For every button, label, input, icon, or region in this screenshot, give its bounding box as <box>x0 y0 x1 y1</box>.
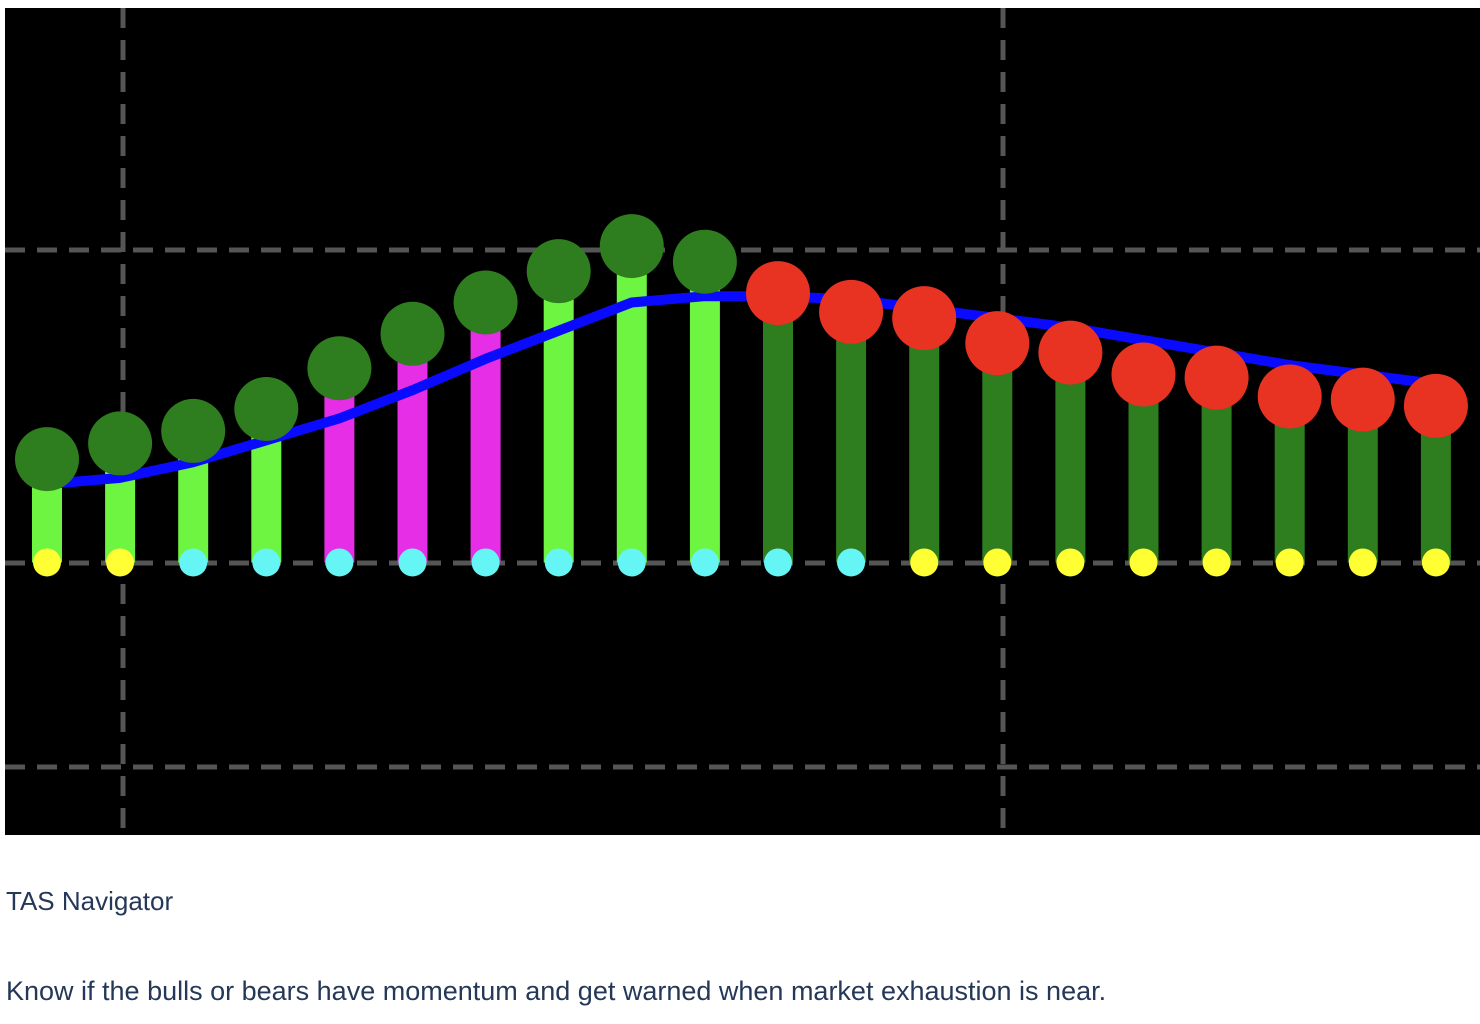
histogram-bar <box>836 311 867 563</box>
bar-head <box>234 376 299 441</box>
signal-dot <box>1056 548 1085 577</box>
signal-dot <box>252 548 281 577</box>
bar-head <box>819 279 884 344</box>
bar-head <box>1111 342 1176 407</box>
histogram-bar <box>763 293 793 563</box>
bar-head <box>746 261 810 326</box>
bar-head <box>307 336 372 401</box>
signal-dot <box>179 548 208 577</box>
bar-head <box>892 286 957 351</box>
histogram-bar <box>543 271 574 563</box>
bar-head <box>965 311 1030 376</box>
bar-head <box>526 239 591 304</box>
signal-dot <box>910 548 939 577</box>
signal-dot <box>544 548 573 577</box>
signal-dot <box>1129 548 1158 577</box>
bar-head <box>1257 364 1322 429</box>
bar-head <box>1330 367 1395 432</box>
signal-dot <box>983 548 1012 577</box>
bar-head <box>1403 373 1468 438</box>
histogram-bar <box>689 261 720 563</box>
signal-dot <box>1275 548 1304 577</box>
signal-dot <box>1202 548 1231 577</box>
bar-head <box>1038 320 1103 385</box>
signal-dot <box>33 548 61 577</box>
signal-dot <box>617 548 646 577</box>
signal-dot <box>398 548 427 577</box>
chart-background <box>5 8 1480 835</box>
caption-text: Know if the bulls or bears have momentum… <box>6 976 1107 1006</box>
signal-dot <box>1348 548 1377 577</box>
histogram-bar <box>397 333 428 563</box>
histogram-bar <box>470 302 501 563</box>
signal-dot <box>106 548 135 577</box>
signal-dot <box>325 548 354 577</box>
signal-dot <box>471 548 500 577</box>
bar-head <box>15 427 79 492</box>
signal-dot <box>837 548 866 577</box>
histogram-bar <box>324 368 355 563</box>
bar-head <box>380 301 445 366</box>
histogram-bar <box>616 246 647 563</box>
caption-title: TAS Navigator <box>6 886 174 916</box>
bar-head <box>672 229 737 294</box>
chart <box>5 8 1480 835</box>
histogram-bar <box>982 343 1013 563</box>
histogram-bar <box>909 318 940 563</box>
bar-head <box>599 214 664 279</box>
bar-head <box>1184 345 1249 410</box>
bar-head <box>161 398 226 463</box>
signal-dot <box>764 548 792 577</box>
bar-head <box>453 270 518 335</box>
signal-dot <box>690 548 719 577</box>
bar-head <box>88 411 153 476</box>
signal-dot <box>1421 548 1450 577</box>
histogram-bar <box>1055 352 1086 563</box>
